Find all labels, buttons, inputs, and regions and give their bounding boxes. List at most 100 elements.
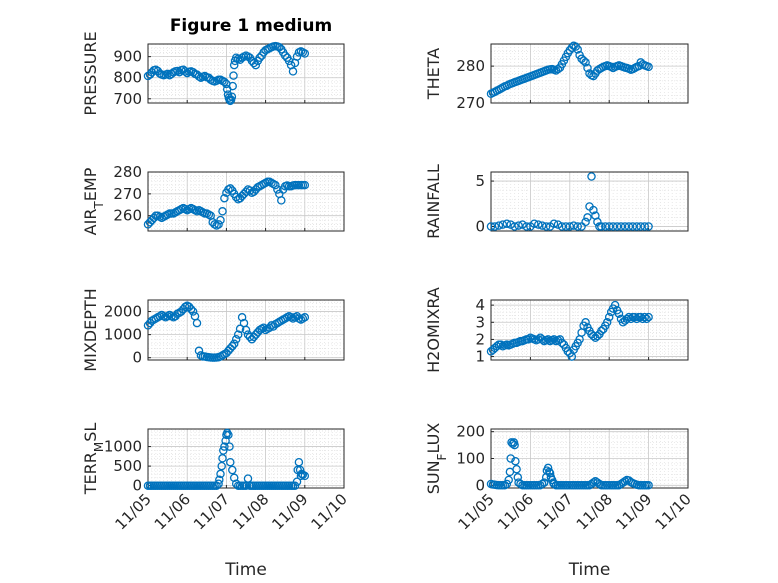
data-point (216, 469, 225, 479)
data-point (569, 221, 578, 230)
data-point (288, 67, 298, 76)
data-point (541, 222, 551, 231)
data-point (626, 314, 636, 324)
data-point (300, 471, 310, 481)
data-point (561, 222, 571, 231)
data-point (516, 479, 525, 489)
data-point (214, 479, 223, 488)
plot-area (148, 172, 344, 231)
axes-box (490, 171, 689, 232)
data-point (286, 313, 296, 322)
data-point (549, 219, 559, 228)
subplot-theta: 270 280 THETA (424, 41, 689, 112)
y-axis-label: H2OMIXRA (424, 287, 443, 373)
data-point (628, 222, 638, 231)
axes-box (147, 171, 345, 232)
data-point (226, 184, 235, 193)
axes-box (147, 299, 345, 361)
data-point (604, 312, 614, 322)
data-point (537, 479, 547, 489)
data-point (300, 49, 310, 58)
data-point (192, 318, 202, 328)
x-axis-label: Time (568, 560, 611, 580)
data-point (636, 222, 645, 231)
data-point (638, 314, 647, 324)
data-point (622, 314, 632, 324)
data-point (237, 313, 247, 322)
data-point (271, 180, 280, 190)
data-point (220, 442, 229, 451)
axes-box (490, 43, 689, 104)
data-point (500, 481, 510, 490)
data-point (530, 219, 539, 228)
data-point (486, 222, 496, 231)
data-point (539, 478, 549, 487)
data-point (294, 457, 304, 467)
subplot-air-temp: 260 270 280 AIRTEMP (81, 163, 345, 235)
data-point (614, 309, 624, 318)
y-tick-label: 700 (113, 90, 142, 108)
y-tick-label: 100 (456, 450, 485, 468)
data-point (229, 71, 238, 80)
data-point (290, 481, 300, 490)
data-point (644, 222, 653, 231)
data-point (231, 192, 241, 202)
data-point (226, 96, 235, 106)
data-point (573, 222, 582, 231)
data-point (610, 300, 620, 310)
data-point (640, 222, 649, 231)
y-tick-label: 260 (113, 207, 142, 225)
data-point (188, 307, 198, 316)
data-point (579, 56, 588, 65)
y-axis-label: SUNFLUX (424, 423, 449, 495)
data-point (589, 331, 598, 341)
data-point (226, 457, 235, 467)
data-point (518, 220, 527, 229)
data-point (567, 43, 577, 52)
data-point (217, 461, 226, 471)
data-point (284, 56, 294, 66)
data-point (277, 196, 286, 205)
data-point (502, 479, 512, 489)
y-tick-label: 1000 (104, 326, 142, 344)
data-point (506, 454, 515, 463)
data-point (512, 464, 521, 474)
data-point (511, 456, 520, 466)
data-point (225, 442, 234, 451)
y-tick-label: 2000 (104, 303, 142, 321)
data-point (233, 330, 243, 339)
data-series (143, 301, 310, 362)
data-point (581, 318, 590, 327)
data-point (235, 324, 245, 334)
y-tick-label: 0 (132, 349, 142, 367)
data-point (587, 172, 596, 181)
data-point (534, 220, 543, 229)
data-point (514, 221, 523, 230)
figure-title: Figure 1 medium (170, 16, 332, 36)
y-tick-label: 500 (113, 457, 142, 475)
data-point (215, 475, 224, 485)
data-point (502, 219, 512, 228)
data-point (563, 347, 573, 356)
y-tick-label: 0 (132, 477, 142, 495)
y-axis-label: PRESSURE (81, 31, 100, 115)
data-point (224, 430, 233, 440)
data-point (280, 51, 290, 60)
data-point (602, 318, 612, 327)
data-point (300, 180, 310, 190)
data-point (549, 335, 559, 344)
data-point (612, 222, 622, 231)
subplot-sun-flux: 0 100 200 SUNFLUX (424, 423, 689, 495)
y-axis-label: TERRMSL (81, 423, 106, 496)
data-point (573, 45, 582, 54)
data-point (245, 186, 255, 195)
data-point (498, 220, 508, 229)
data-point (249, 58, 259, 68)
data-series (143, 428, 310, 490)
y-axis-label: MIXDEPTH (81, 288, 100, 371)
data-point (218, 454, 227, 463)
y-tick-label: 3 (475, 313, 485, 331)
data-point (229, 473, 239, 483)
